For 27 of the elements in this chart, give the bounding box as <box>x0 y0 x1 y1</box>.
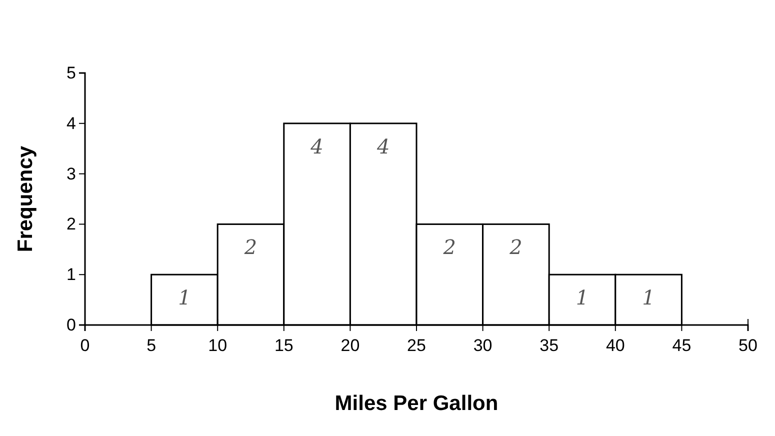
data-label: 1 <box>178 286 191 310</box>
x-tick-label: 5 <box>146 336 156 356</box>
x-tick-label: 35 <box>540 336 559 356</box>
y-tick-label: 0 <box>66 315 76 334</box>
x-tick-label: 40 <box>606 336 625 356</box>
x-tick-label: 20 <box>340 336 360 356</box>
x-tick-label: 0 <box>80 336 90 356</box>
y-tick-label: 1 <box>66 265 76 284</box>
x-axis-title: Miles Per Gallon <box>334 392 498 415</box>
x-tick-label: 45 <box>672 336 692 356</box>
y-axis-title: Frequency <box>14 146 37 252</box>
data-label: 1 <box>576 286 589 310</box>
data-label: 2 <box>508 235 522 260</box>
data-label: 4 <box>310 134 324 158</box>
x-tick-label: 30 <box>473 336 492 356</box>
data-label: 2 <box>243 235 258 260</box>
x-tick-label: 15 <box>274 336 294 356</box>
y-tick-label: 5 <box>66 63 76 82</box>
data-label: 1 <box>642 286 655 310</box>
y-tick-label: 4 <box>66 114 76 133</box>
x-tick-label: 10 <box>208 336 228 356</box>
data-label: 4 <box>376 134 390 158</box>
x-tick-label: 50 <box>738 336 758 356</box>
data-label: 2 <box>442 235 456 260</box>
y-tick-label: 3 <box>66 164 76 184</box>
x-tick-label: 25 <box>407 336 426 356</box>
y-tick-label: 2 <box>66 214 76 234</box>
